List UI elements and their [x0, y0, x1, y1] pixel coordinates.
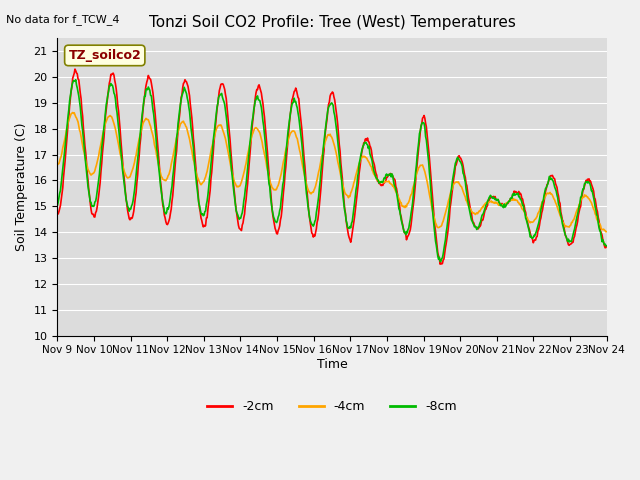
- Line: -8cm: -8cm: [58, 80, 607, 262]
- -2cm: [603, 243, 611, 249]
- -2cm: [415, 138, 423, 144]
- -4cm: [399, 204, 407, 210]
- -8cm: [603, 243, 611, 249]
- -2cm: [54, 209, 61, 215]
- -8cm: [399, 227, 407, 232]
- -8cm: [415, 131, 423, 136]
- -2cm: [71, 66, 79, 72]
- -2cm: [121, 180, 129, 186]
- -4cm: [177, 121, 184, 127]
- -4cm: [603, 229, 611, 235]
- -4cm: [69, 109, 77, 115]
- -8cm: [177, 102, 184, 108]
- Y-axis label: Soil Temperature (C): Soil Temperature (C): [15, 122, 28, 251]
- -8cm: [121, 185, 129, 191]
- Legend: -2cm, -4cm, -8cm: -2cm, -4cm, -8cm: [202, 396, 462, 419]
- -2cm: [63, 130, 71, 136]
- -8cm: [54, 203, 61, 208]
- -4cm: [415, 164, 423, 170]
- -2cm: [399, 226, 407, 232]
- -4cm: [54, 162, 61, 168]
- -4cm: [63, 124, 71, 130]
- -2cm: [177, 103, 184, 108]
- -2cm: [205, 193, 213, 199]
- -8cm: [436, 259, 444, 264]
- Text: TZ_soilco2: TZ_soilco2: [68, 49, 141, 62]
- -2cm: [436, 261, 444, 267]
- -8cm: [205, 176, 213, 182]
- X-axis label: Time: Time: [317, 358, 348, 371]
- -4cm: [121, 169, 129, 175]
- -4cm: [205, 157, 213, 163]
- -8cm: [63, 121, 71, 127]
- Line: -4cm: -4cm: [58, 112, 607, 232]
- Line: -2cm: -2cm: [58, 69, 607, 264]
- Text: No data for f_TCW_4: No data for f_TCW_4: [6, 14, 120, 25]
- -8cm: [72, 77, 79, 83]
- Title: Tonzi Soil CO2 Profile: Tree (West) Temperatures: Tonzi Soil CO2 Profile: Tree (West) Temp…: [148, 15, 515, 30]
- -4cm: [602, 229, 610, 235]
